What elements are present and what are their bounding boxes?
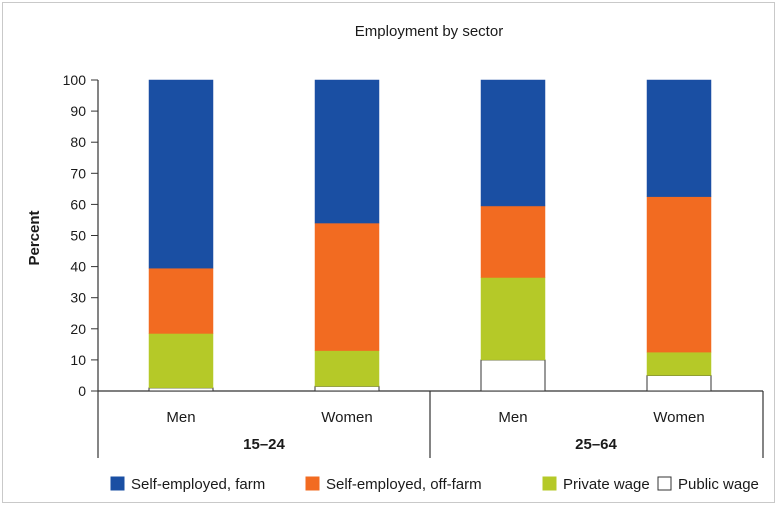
legend-label: Private wage (563, 476, 650, 493)
chart-svg: Employment by sector Percent 0 10 20 30 40 50… (26, 23, 764, 493)
bar-segment (314, 350, 380, 387)
legend-label: Self-employed, off-farm (326, 476, 482, 493)
y-tick-label: 0 (78, 383, 86, 399)
bar-segment (480, 79, 546, 207)
legend-swatch (110, 476, 125, 491)
y-tick-label: 20 (70, 321, 86, 337)
bar-segment (480, 359, 546, 392)
y-tick-label: 70 (70, 165, 86, 181)
y-tick-label: 30 (70, 290, 86, 306)
legend-swatch (305, 476, 320, 491)
legend-label: Self-employed, farm (131, 476, 265, 493)
legend: Self-employed, farm Self-employed, off-fa… (110, 476, 759, 493)
bar-segment (646, 374, 712, 392)
bar-segment (646, 79, 712, 197)
x-group-label: 25–64 (575, 436, 617, 453)
y-tick-label: 80 (70, 134, 86, 150)
bar-segment (314, 79, 380, 224)
y-tick-label: 50 (70, 228, 86, 244)
bar-segment (646, 196, 712, 353)
bar-segment (148, 79, 214, 269)
x-group-label: 15–24 (243, 436, 285, 453)
y-axis-label: Percent (26, 210, 43, 265)
y-tick-label: 40 (70, 259, 86, 275)
bar-segment (480, 205, 546, 278)
y-tick-label: 100 (63, 72, 87, 88)
bar-segment (646, 351, 712, 376)
legend-swatch (657, 476, 672, 491)
legend-swatch (542, 476, 557, 491)
bar-segment (314, 222, 380, 351)
plot-area: 0 10 20 30 40 50 60 70 80 90 100 Men Women Men Women 15… (63, 72, 764, 458)
bar-segment (148, 267, 214, 334)
y-tick-label: 90 (70, 103, 86, 119)
y-tick-label: 10 (70, 352, 86, 368)
x-category-label: Women (321, 409, 372, 426)
x-category-label: Women (653, 409, 704, 426)
bar-segment (314, 385, 380, 392)
x-category-label: Men (166, 409, 195, 426)
legend-label: Public wage (678, 476, 759, 493)
x-category-label: Men (498, 409, 527, 426)
bar-segment (480, 277, 546, 361)
y-tick-label: 60 (70, 196, 86, 212)
chart-title: Employment by sector (355, 23, 503, 40)
bar-segment (148, 387, 214, 392)
bar-segment (148, 333, 214, 389)
